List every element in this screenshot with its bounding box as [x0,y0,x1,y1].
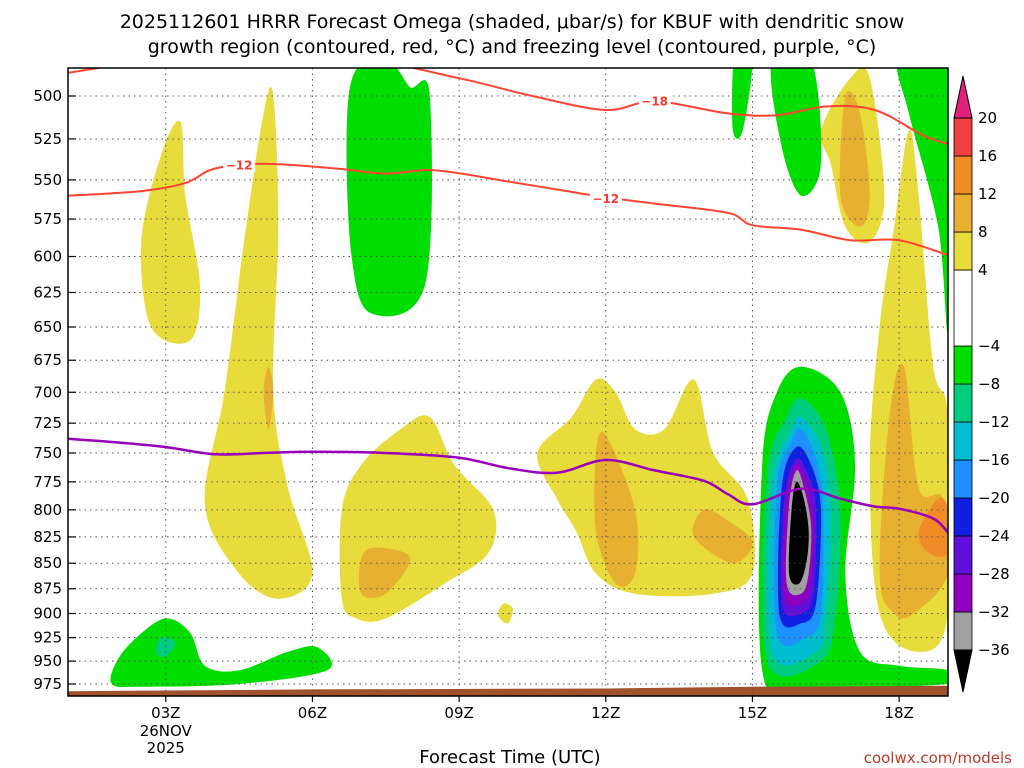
colorbar-label-20: 20 [978,109,997,127]
y-tick-label-875: 875 [33,580,62,598]
y-tick-label-750: 750 [33,444,62,462]
omega-shading [110,68,948,692]
terrain-layer [68,685,948,696]
dendritic-contour--18 [68,68,948,145]
y-tick-label-500: 500 [33,87,62,105]
x-date-label-day: 26NOV [140,722,193,740]
colorbar-label--20: −20 [978,489,1010,507]
y-tick-label-900: 900 [33,605,62,623]
colorbar-label--24: −24 [978,527,1010,545]
colorbar-band--8--4 [953,345,973,385]
colorbar-band-12-16 [953,155,973,195]
y-tick-label-950: 950 [33,652,62,670]
terrain-fill [68,685,948,696]
y-tick-label-925: 925 [33,629,62,647]
colorbar-label--32: −32 [978,603,1010,621]
shaded-region-upward-5Z-core [263,366,274,430]
y-tick-label-800: 800 [33,501,62,519]
colorbar-label-4: 4 [978,261,988,279]
x-axis-label: Forecast Time (UTC) [419,747,600,768]
contour-label-bg [223,157,256,173]
x-tick-label-15Z: 15Z [738,704,767,722]
contour-label--12-upper: −12 [226,158,253,172]
colorbar-band-8-12 [953,193,973,233]
colorbar-band-16-20 [953,117,973,157]
contour-label--18: −18 [641,94,668,108]
chart-title-line1: 2025112601 HRRR Forecast Omega (shaded, … [120,11,905,33]
shaded-region-upward-5Z-column [204,86,313,599]
credit-text: coolwx.com/models [864,749,1012,767]
y-axis: 500 525 550 575 600 625 650 675 700 725 750 775 800 8… [33,87,76,693]
colorbar-band--28--24 [953,535,973,575]
x-tick-label-09Z: 09Z [444,704,473,722]
y-tick-label-575: 575 [33,210,62,228]
shaded-region-downward-15Z-top [731,68,753,139]
colorbar-label-12: 12 [978,185,997,203]
colorbar-label--16: −16 [978,451,1010,469]
shaded-region-upward-18Z-core [879,364,948,619]
shaded-region-upward-18Z-max [918,497,948,557]
colorbar-band-4-8 [953,231,973,271]
x-tick-label-18Z: 18Z [884,704,913,722]
contour-label--12-upper: −12 [592,192,619,206]
contour-label-bg [589,190,622,206]
y-tick-label-850: 850 [33,554,62,572]
colorbar-band--16--12 [953,421,973,461]
colorbar-label-16: 16 [978,147,997,165]
colorbar-label-8: 8 [978,223,988,241]
x-tick-label-12Z: 12Z [591,704,620,722]
chart-title-line2: growth region (contoured, red, °C) and f… [148,36,877,58]
y-tick-label-975: 975 [33,675,62,693]
y-tick-label-525: 525 [33,130,62,148]
contour-labels: −18 −12 −12 [223,93,671,206]
colorbar-label--28: −28 [978,565,1010,583]
shaded-region-downward-7Z-column [346,68,432,317]
dendritic-contour--12-upper [68,162,948,257]
shaded-region-upward-10Z-blob [498,603,514,624]
y-tick-label-625: 625 [33,283,62,301]
colorbar-band--4-4 [953,269,973,347]
y-tick-label-725: 725 [33,414,62,432]
colorbar-band--12--8 [953,383,973,423]
plot-frame [67,67,949,697]
freezing-level-contour [68,437,948,534]
y-tick-label-775: 775 [33,473,62,491]
shaded-region-upward-8Z-core [358,547,411,599]
colorbar-band--20--16 [953,459,973,499]
y-tick-label-550: 550 [33,171,62,189]
shaded-region-downward-3Z-core [155,637,176,657]
colorbar-label--4: −4 [978,337,1000,355]
shaded-region-upward-3Z [140,120,201,344]
colorbar: 20 16 12 8 4 −4 −8 −12 −16 −20 −24 −28 −32 −36 [953,75,1010,693]
colorbar-label--8: −8 [978,375,1000,393]
shaded-region-downward-18Z-top [896,68,948,332]
contour-lines [68,68,948,534]
y-tick-label-675: 675 [33,351,62,369]
colorbar-min-arrow [953,649,973,693]
colorbar-label--12: −12 [978,413,1010,431]
y-tick-label-650: 650 [33,318,62,336]
colorbar-band--32--28 [953,573,973,613]
x-tick-label-03Z: 03Z [151,704,180,722]
colorbar-band--24--20 [953,497,973,537]
y-tick-label-700: 700 [33,383,62,401]
shaded-region-upward-12Z-core [594,431,639,587]
grid-lines [68,68,948,696]
colorbar-max-arrow [953,75,973,119]
shaded-region-downward-16Z-top [770,68,822,197]
colorbar-label--36: −36 [978,641,1010,659]
y-tick-label-825: 825 [33,528,62,546]
shaded-region-upward-17Z-top-core [839,90,870,227]
colorbar-band--36--32 [953,611,973,651]
contour-label-bg [638,93,671,109]
shaded-region-downward-16Z-core [788,481,809,585]
y-tick-label-600: 600 [33,248,62,266]
x-tick-label-06Z: 06Z [298,704,327,722]
shaded-region-upward-14Z-core [692,509,753,564]
x-date-label-year: 2025 [147,739,185,757]
